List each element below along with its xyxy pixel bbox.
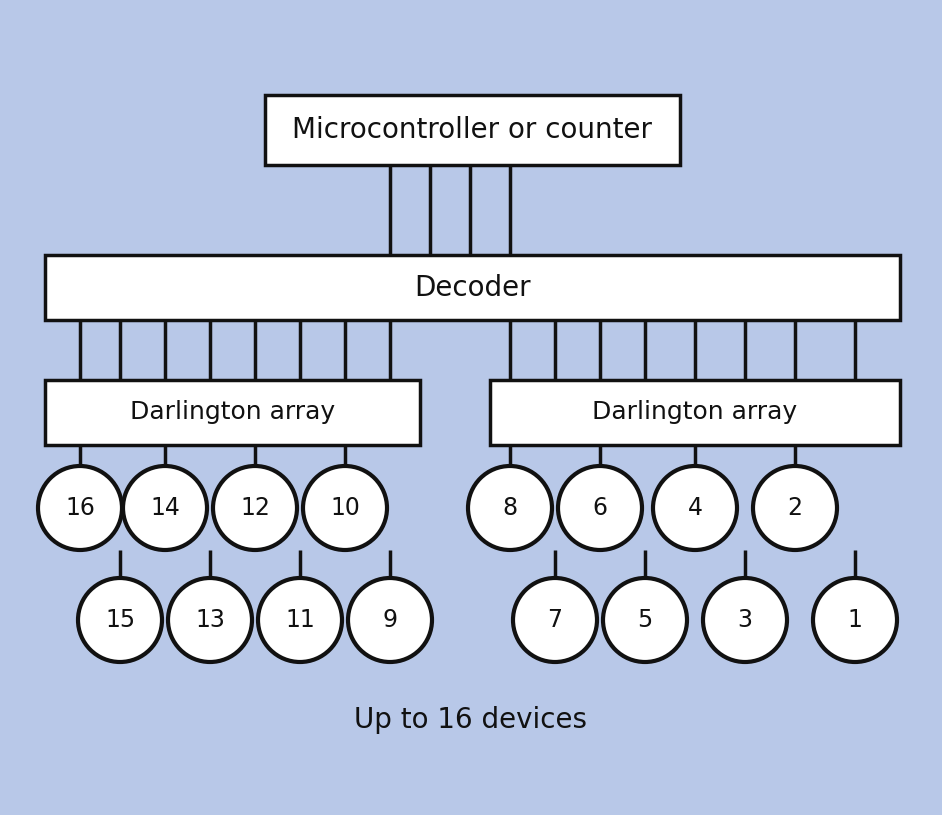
Text: Decoder: Decoder: [414, 274, 530, 302]
Circle shape: [38, 466, 122, 550]
Text: 9: 9: [382, 608, 398, 632]
Text: 5: 5: [638, 608, 653, 632]
Circle shape: [753, 466, 837, 550]
Text: 14: 14: [150, 496, 180, 520]
Circle shape: [703, 578, 787, 662]
Circle shape: [813, 578, 897, 662]
Text: 2: 2: [788, 496, 803, 520]
Text: 6: 6: [593, 496, 608, 520]
Text: Darlington array: Darlington array: [593, 400, 798, 425]
Text: 7: 7: [547, 608, 562, 632]
Bar: [265, 95, 680, 165]
Text: 11: 11: [285, 608, 315, 632]
Bar: [490, 380, 900, 445]
Circle shape: [513, 578, 597, 662]
Circle shape: [213, 466, 297, 550]
Circle shape: [258, 578, 342, 662]
Text: Up to 16 devices: Up to 16 devices: [354, 706, 588, 734]
Text: Darlington array: Darlington array: [130, 400, 335, 425]
Text: 10: 10: [330, 496, 360, 520]
Circle shape: [78, 578, 162, 662]
Text: 4: 4: [688, 496, 703, 520]
Circle shape: [303, 466, 387, 550]
Bar: [45, 255, 900, 320]
Text: 8: 8: [502, 496, 517, 520]
Circle shape: [468, 466, 552, 550]
Bar: [45, 380, 420, 445]
Text: 15: 15: [105, 608, 135, 632]
Circle shape: [653, 466, 737, 550]
Circle shape: [558, 466, 642, 550]
Text: 1: 1: [848, 608, 863, 632]
Circle shape: [123, 466, 207, 550]
Circle shape: [348, 578, 432, 662]
Circle shape: [603, 578, 687, 662]
Circle shape: [168, 578, 252, 662]
Text: 3: 3: [738, 608, 753, 632]
Text: 16: 16: [65, 496, 95, 520]
Text: Microcontroller or counter: Microcontroller or counter: [293, 116, 653, 144]
Text: 13: 13: [195, 608, 225, 632]
Text: 12: 12: [240, 496, 270, 520]
